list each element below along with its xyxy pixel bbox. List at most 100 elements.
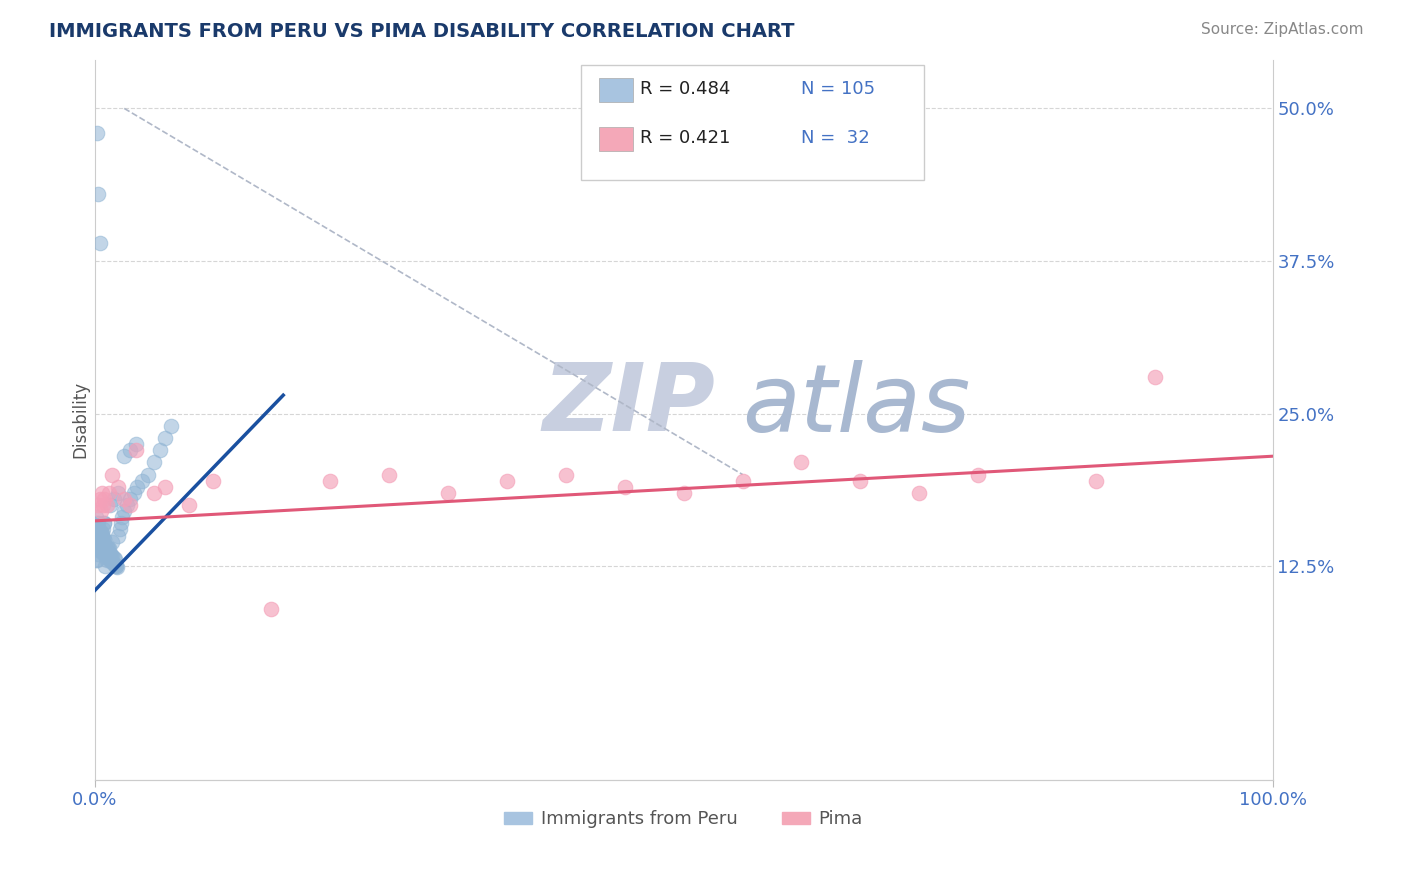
Point (89, 235, 111, 250)
Point (120, 498, 142, 512)
Point (90, 540, 112, 554)
Point (84, 553, 107, 567)
Point (86, 541, 108, 555)
Point (87, 547, 110, 561)
Text: R = 0.484: R = 0.484 (640, 80, 730, 98)
Point (89, 532, 111, 546)
Point (496, 474, 519, 488)
Point (84, 531, 107, 545)
Point (201, 474, 224, 488)
Point (967, 467, 990, 482)
Point (96, 544, 118, 558)
Point (86, 553, 108, 567)
Point (101, 467, 124, 482)
Point (101, 534, 124, 549)
Text: atlas: atlas (742, 359, 970, 450)
Point (97, 546, 120, 560)
Point (101, 555, 124, 569)
Point (613, 480, 636, 494)
Point (86, 528, 108, 542)
Point (89, 528, 111, 542)
Point (100, 548, 122, 562)
Point (96, 553, 118, 567)
Point (87, 498, 110, 512)
Y-axis label: Disability: Disability (72, 381, 89, 458)
Point (97, 551, 120, 566)
Point (672, 485, 695, 500)
Point (378, 467, 401, 482)
Point (1143, 370, 1166, 384)
Point (84, 534, 107, 549)
Point (97, 550, 120, 565)
Text: IMMIGRANTS FROM PERU VS PIMA DISABILITY CORRELATION CHART: IMMIGRANTS FROM PERU VS PIMA DISABILITY … (49, 22, 794, 41)
Text: N = 105: N = 105 (801, 80, 876, 98)
Point (125, 443, 148, 458)
Point (84, 526, 107, 541)
Point (90, 528, 112, 542)
Point (90, 530, 112, 544)
Point (103, 550, 125, 565)
Point (107, 480, 129, 494)
Point (97, 541, 120, 555)
Point (86, 516, 108, 531)
Point (90, 534, 112, 549)
Point (86, 126, 108, 140)
Point (94, 548, 117, 562)
Point (87, 526, 110, 541)
Point (87, 538, 110, 552)
Point (103, 557, 125, 571)
Point (319, 474, 342, 488)
Point (155, 431, 177, 445)
Point (90, 526, 112, 541)
Point (96, 498, 118, 512)
Point (84, 518, 107, 533)
Point (86, 537, 108, 551)
Point (131, 474, 153, 488)
Point (101, 549, 124, 564)
Point (87, 523, 110, 537)
Point (125, 437, 148, 451)
Point (103, 491, 125, 506)
Point (115, 498, 138, 512)
Point (90, 485, 112, 500)
Text: N =  32: N = 32 (801, 129, 870, 147)
Point (160, 418, 183, 433)
Point (90, 536, 112, 550)
Point (96, 549, 118, 564)
Point (91, 523, 114, 537)
Point (97, 541, 120, 555)
Point (108, 523, 131, 537)
Point (142, 485, 165, 500)
Point (97, 546, 120, 560)
Point (790, 455, 813, 469)
Point (93, 537, 115, 551)
Point (97, 485, 120, 500)
Point (120, 443, 142, 458)
Point (86, 524, 108, 539)
Point (87, 516, 110, 531)
Point (111, 510, 134, 524)
Point (93, 547, 115, 561)
Point (93, 491, 115, 506)
Point (97, 547, 120, 561)
Point (89, 524, 111, 538)
Point (84, 510, 107, 524)
Point (90, 543, 112, 558)
Point (94, 538, 117, 552)
Point (90, 534, 112, 549)
Point (87, 186, 110, 201)
Point (90, 544, 112, 558)
Point (100, 554, 122, 568)
Point (104, 558, 127, 572)
Point (849, 474, 872, 488)
Point (89, 541, 111, 555)
Point (87, 531, 110, 545)
Point (87, 534, 110, 549)
Point (89, 541, 111, 555)
Point (1084, 474, 1107, 488)
Point (87, 543, 110, 558)
Legend: Immigrants from Peru, Pima: Immigrants from Peru, Pima (498, 803, 870, 836)
Point (155, 480, 177, 494)
Point (120, 491, 142, 506)
Point (104, 559, 127, 574)
